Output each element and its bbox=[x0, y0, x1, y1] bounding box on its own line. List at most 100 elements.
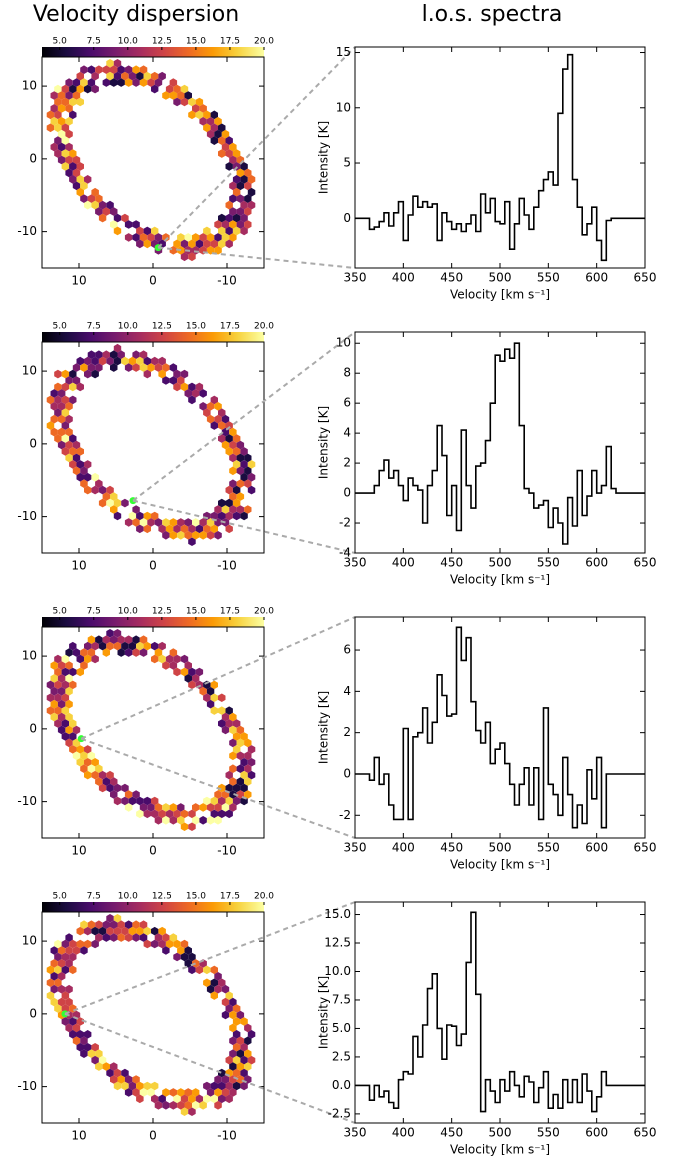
hex-cell bbox=[57, 142, 66, 152]
hex-cell bbox=[247, 1055, 256, 1065]
x-tick-label: 450 bbox=[440, 841, 463, 855]
hex-cell bbox=[199, 531, 207, 540]
hex-cell bbox=[69, 434, 77, 443]
hex-cell bbox=[106, 926, 114, 936]
hex-cell bbox=[76, 162, 84, 171]
hex-cell bbox=[206, 129, 215, 139]
hex-cell bbox=[98, 498, 107, 508]
hex-cell bbox=[225, 991, 233, 1000]
hex-cell bbox=[169, 1101, 178, 1110]
hex-cell bbox=[46, 680, 55, 690]
hex-cell bbox=[113, 59, 122, 68]
hex-cell bbox=[65, 997, 73, 1007]
hex-cell bbox=[50, 117, 58, 126]
y-tick-label: 0 bbox=[29, 436, 37, 450]
hex-cell bbox=[50, 414, 58, 424]
hex-cell bbox=[199, 104, 207, 113]
hex-cell bbox=[46, 991, 55, 1000]
hex-cell bbox=[132, 233, 140, 242]
colorbar-tick-label: 5.0 bbox=[53, 37, 68, 47]
hex-cell bbox=[61, 136, 70, 145]
hex-cell bbox=[229, 997, 237, 1007]
hex-cell bbox=[210, 524, 218, 534]
hex-cell bbox=[143, 369, 151, 379]
hex-cell bbox=[124, 635, 133, 644]
hex-cell bbox=[46, 978, 55, 987]
hex-cell bbox=[76, 745, 84, 754]
hex-cell bbox=[76, 447, 84, 456]
hex-cell bbox=[121, 1081, 129, 1091]
hex-cell bbox=[72, 181, 81, 191]
hex-cell bbox=[69, 175, 77, 184]
hex-cell bbox=[158, 809, 166, 819]
hex-cell bbox=[218, 783, 226, 793]
hex-cell bbox=[124, 920, 133, 929]
hex-cell bbox=[214, 803, 222, 812]
hex-cell bbox=[57, 984, 66, 994]
y-tick-label: 0 bbox=[343, 211, 351, 225]
hex-cell bbox=[244, 479, 252, 488]
hex-cell bbox=[80, 363, 88, 372]
hex-cell bbox=[203, 524, 211, 534]
hex-cell bbox=[195, 110, 204, 120]
y-tick-label: -10 bbox=[17, 224, 37, 238]
hex-cell bbox=[61, 123, 70, 133]
hex-cell bbox=[221, 1075, 230, 1084]
hex-cell bbox=[229, 803, 237, 812]
hex-cell bbox=[203, 226, 211, 236]
hex-cell bbox=[218, 809, 226, 819]
spectrum-line bbox=[355, 911, 645, 1113]
hex-cell bbox=[72, 1023, 81, 1033]
hex-cell bbox=[106, 498, 114, 508]
hex-cell bbox=[247, 1030, 256, 1039]
hex-cell bbox=[232, 511, 241, 521]
y-tick-label: 7.5 bbox=[332, 992, 351, 1006]
hex-cell bbox=[69, 732, 77, 741]
hex-cell bbox=[199, 687, 207, 696]
hex-cell bbox=[65, 1023, 73, 1033]
hex-cell bbox=[76, 939, 84, 949]
hex-cell bbox=[210, 511, 218, 521]
hex-cell bbox=[65, 142, 73, 152]
hex-cell bbox=[80, 946, 88, 955]
colorbar-tick-label: 20.0 bbox=[254, 892, 274, 902]
hex-cell bbox=[195, 1094, 204, 1104]
hex-cell bbox=[132, 635, 140, 644]
hex-cell bbox=[136, 1094, 144, 1104]
hex-cell bbox=[169, 363, 178, 372]
hex-cell bbox=[76, 667, 84, 677]
x-tick-label: 450 bbox=[440, 1126, 463, 1140]
colorbar-tick-label: 15.0 bbox=[186, 607, 206, 617]
hex-cell bbox=[206, 687, 215, 696]
hex-cell bbox=[136, 1081, 144, 1091]
hex-cell bbox=[218, 408, 226, 418]
colorbar-tick-label: 15.0 bbox=[186, 37, 206, 47]
hex-cell bbox=[177, 531, 185, 540]
x-tick-label: 500 bbox=[489, 841, 512, 855]
hex-cell bbox=[240, 1055, 248, 1065]
hex-cell bbox=[139, 803, 148, 812]
x-axis-label: Velocity [km s⁻¹] bbox=[450, 1143, 550, 1157]
hex-cell bbox=[61, 732, 70, 741]
hex-cell bbox=[65, 117, 73, 126]
hex-cell bbox=[54, 667, 62, 677]
hex-cell bbox=[54, 149, 62, 158]
hex-cell bbox=[240, 783, 248, 793]
hex-cell bbox=[232, 719, 241, 728]
hex-cell bbox=[54, 408, 62, 418]
hex-cell bbox=[244, 466, 252, 476]
hex-cell bbox=[106, 200, 114, 210]
y-tick-label: -2 bbox=[339, 516, 351, 530]
hex-cell bbox=[72, 440, 81, 450]
hex-cell bbox=[203, 239, 211, 249]
hex-cell bbox=[95, 65, 103, 74]
hex-cell bbox=[106, 59, 114, 68]
hex-cell bbox=[169, 376, 178, 385]
hex-cell bbox=[69, 447, 77, 456]
hex-cell bbox=[87, 751, 96, 761]
hex-cell bbox=[110, 920, 118, 929]
hex-cell bbox=[210, 1094, 218, 1104]
hex-cell bbox=[46, 965, 55, 975]
hex-cell bbox=[162, 946, 170, 955]
y-tick-label: 10 bbox=[22, 79, 37, 93]
